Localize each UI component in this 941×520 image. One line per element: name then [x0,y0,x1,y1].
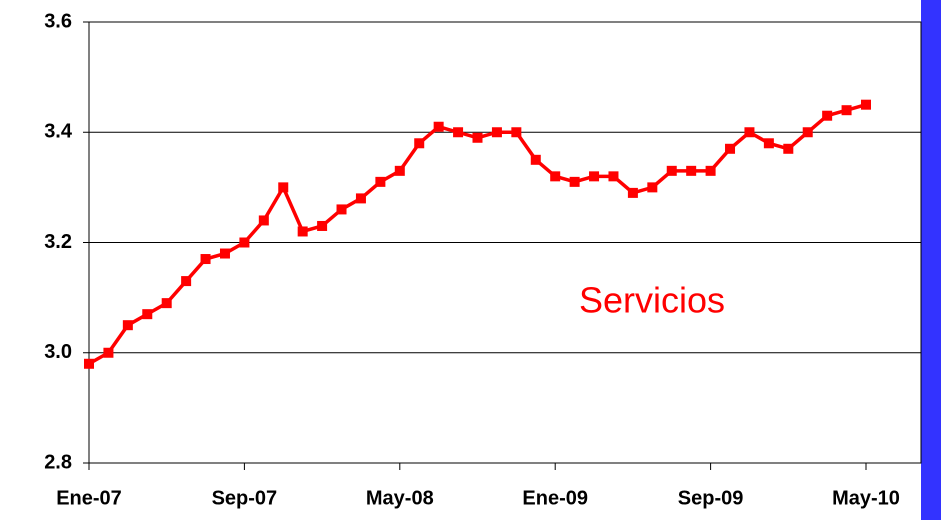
series-marker [861,99,871,110]
series-marker [763,138,774,149]
series-marker [200,254,211,265]
series-marker [142,309,153,320]
series-marker [822,110,833,121]
series-marker [472,132,483,143]
series-marker [414,138,425,149]
series-marker [511,127,522,138]
y-tick-label: 3.2 [44,231,72,253]
series-marker [647,182,658,193]
series-marker [550,171,561,182]
series-marker [394,165,405,176]
series-marker [375,176,386,187]
series-marker [666,165,677,176]
series-marker [725,143,736,154]
series-marker [336,204,347,215]
series-marker [569,176,580,187]
x-tick-label: Ene-07 [56,487,122,509]
series-annotation: Servicios [579,280,725,321]
series-marker [530,154,541,165]
x-tick-label: Ene-09 [522,487,588,509]
x-tick-label: May-10 [832,487,900,509]
y-tick-label: 3.0 [44,341,72,363]
series-line [88,103,867,366]
series-marker [705,165,716,176]
series-marker [239,237,250,248]
series-marker [84,358,94,369]
series-marker [783,143,794,154]
side-bar [921,0,941,520]
y-tick-label: 3.6 [44,10,72,32]
series-marker [297,226,308,237]
series-marker [491,127,502,138]
series-marker [627,187,638,198]
series-marker [355,193,366,204]
y-tick-label: 3.4 [44,121,73,143]
series-marker [181,276,192,287]
series-marker [317,220,328,231]
x-tick-label: Sep-07 [212,487,278,509]
x-tick-label: Sep-09 [678,487,744,509]
series-marker [686,165,697,176]
series-marker [744,127,755,138]
series-marker [258,215,269,226]
series-marker [608,171,619,182]
series-marker [278,182,289,193]
series-marker [433,121,444,132]
series-marker [589,171,600,182]
y-tick-label: 2.8 [44,451,72,473]
series-marker [122,320,133,331]
series-marker [103,347,114,358]
series-marker [802,127,813,138]
series-marker [161,298,172,309]
series-marker [219,248,230,259]
series-marker [453,127,464,138]
series-marker [841,105,852,116]
x-tick-label: May-08 [366,487,434,509]
